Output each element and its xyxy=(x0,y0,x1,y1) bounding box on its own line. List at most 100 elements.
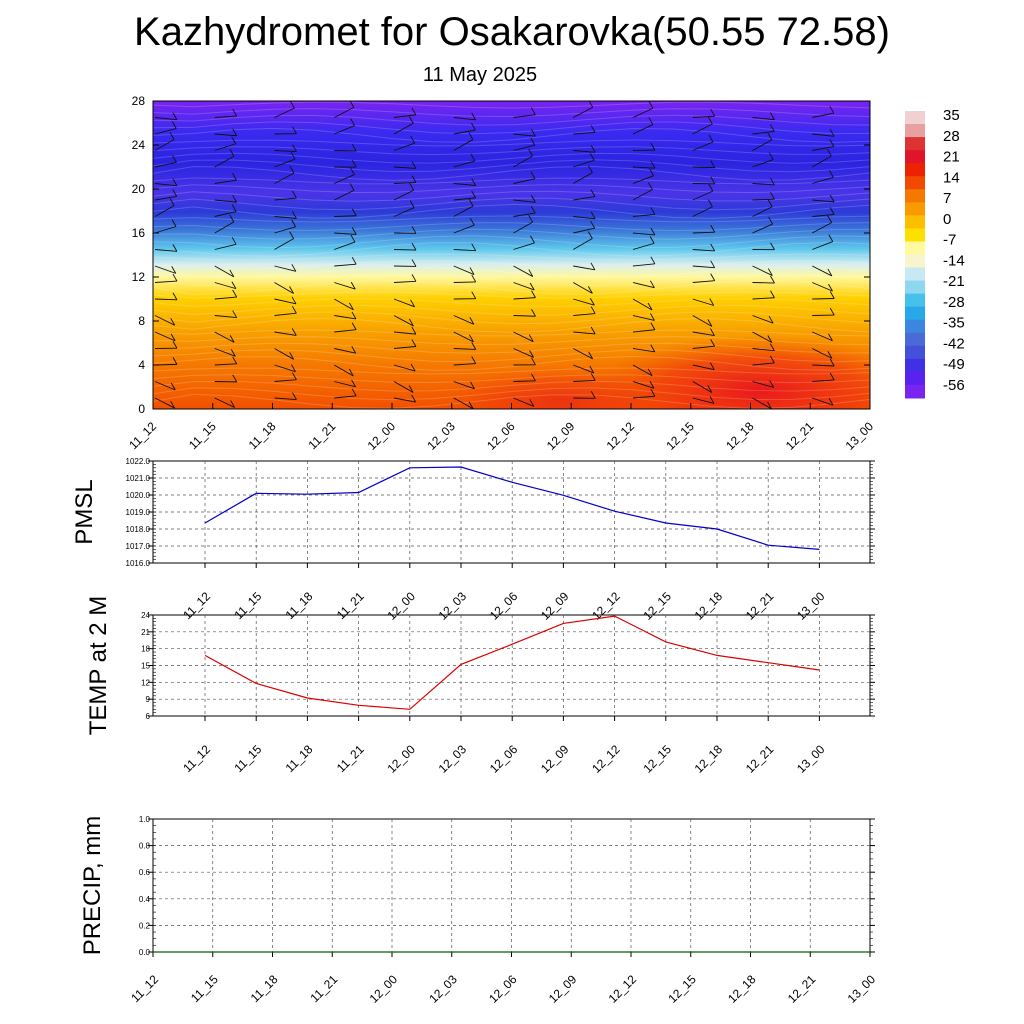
wind-barb-flag xyxy=(172,244,178,252)
wind-barb xyxy=(872,107,891,118)
x-tick-label: 12_21 xyxy=(785,972,819,1006)
wind-barb xyxy=(274,265,296,272)
y-tick-label: 24 xyxy=(141,611,150,620)
wind-barb-flag xyxy=(649,236,655,244)
wind-barb xyxy=(692,298,714,306)
wind-barb-flag xyxy=(471,112,477,121)
wind-barb-flag xyxy=(828,170,834,178)
wind-barb xyxy=(334,348,356,354)
wind-barb xyxy=(692,265,715,269)
wind-barb xyxy=(513,380,536,382)
wind-barb-flag xyxy=(351,143,357,152)
wind-barb-flag xyxy=(469,317,475,325)
wind-barb-flag xyxy=(171,121,177,129)
wind-barb-flag xyxy=(709,298,715,306)
wind-barb-flag xyxy=(291,364,296,372)
wind-barb xyxy=(752,130,775,135)
wind-barb xyxy=(752,139,773,151)
colorbar-swatch xyxy=(905,280,925,295)
colorbar-swatch xyxy=(905,189,925,203)
wind-barb xyxy=(513,265,534,277)
wind-barb-flag xyxy=(468,132,474,140)
wind-barb-flag xyxy=(350,281,356,290)
chart-subtitle: 11 May 2025 xyxy=(422,64,538,86)
wind-barb xyxy=(632,232,655,236)
wind-barb xyxy=(453,381,475,390)
wind-barb-flag xyxy=(648,101,654,109)
wind-barb xyxy=(573,238,593,250)
wind-barb-flag xyxy=(590,211,596,219)
x-tick-label: 11_15 xyxy=(188,972,221,1005)
wind-barb xyxy=(393,122,414,135)
isotherm xyxy=(153,190,870,202)
colorbar-label: 0 xyxy=(943,211,951,228)
wind-barb xyxy=(154,331,176,342)
wind-barb xyxy=(274,238,294,250)
wind-barb-flag xyxy=(469,217,475,226)
wind-barb xyxy=(214,221,235,234)
wind-barb-flag xyxy=(767,335,773,343)
isotherm xyxy=(153,152,870,164)
wind-barb xyxy=(573,298,595,306)
isotherm xyxy=(153,108,870,118)
x-tick-label: 13_00 xyxy=(843,419,877,453)
wind-barb-flag xyxy=(650,322,656,330)
wind-barb xyxy=(632,315,655,321)
colorbar-label: 14 xyxy=(943,169,960,186)
wind-barb xyxy=(573,379,596,382)
wind-barb-flag xyxy=(829,307,835,316)
wind-barb-flag xyxy=(829,194,835,203)
wind-barb-flag xyxy=(590,220,596,229)
wind-barb-flag xyxy=(828,234,834,242)
wind-barb-flag xyxy=(530,107,536,115)
isotherm xyxy=(153,222,870,232)
wind-barb-flag xyxy=(707,319,713,327)
colorbar-swatch xyxy=(905,332,925,347)
y-tick-label: 0.2 xyxy=(139,921,151,930)
wind-barb-flag xyxy=(410,299,415,308)
wind-barb-flag xyxy=(528,148,533,157)
wind-barb-flag xyxy=(290,151,296,160)
wind-barb-flag xyxy=(411,161,417,169)
wind-barb xyxy=(393,114,416,118)
wind-barb-flag xyxy=(587,286,593,294)
colorbar-swatch xyxy=(905,371,925,386)
colorbar-swatch xyxy=(905,384,925,399)
wind-barb xyxy=(692,190,714,201)
wind-barb-flag xyxy=(169,198,175,206)
wind-barb xyxy=(752,331,773,343)
wind-barb-flag xyxy=(887,100,891,107)
wind-barb xyxy=(573,196,596,201)
wind-barb-flag xyxy=(588,351,594,360)
wind-barb xyxy=(393,364,416,372)
wind-barb xyxy=(513,178,536,184)
x-tick-label: 11_18 xyxy=(283,742,316,775)
wind-barb xyxy=(393,397,416,403)
wind-barb xyxy=(752,315,774,324)
y-tick-label: 6 xyxy=(146,712,151,721)
wind-barb xyxy=(453,249,476,252)
wind-barb-flag xyxy=(408,385,414,393)
wind-barb-flag xyxy=(289,286,294,294)
wind-barb-flag xyxy=(289,165,295,174)
wind-barb xyxy=(872,217,894,219)
wind-barb-flag xyxy=(827,351,833,359)
wind-barb xyxy=(214,143,236,151)
x-tick-label: 13_00 xyxy=(794,589,828,623)
isotherm xyxy=(153,279,870,295)
wind-barb-flag xyxy=(229,335,235,343)
wind-barb xyxy=(274,312,297,316)
colorbar: 35 28 21 14 7 0 -7 -14 -21 -28 -35 -42 -49 -56 xyxy=(905,107,965,399)
wind-barb-flag xyxy=(411,259,417,267)
wind-barb xyxy=(752,381,774,388)
y-tick-label: 1018.0 xyxy=(126,525,151,534)
wind-barb-flag xyxy=(531,290,536,298)
wind-barb-flag xyxy=(169,132,175,140)
wind-barb-flag xyxy=(649,381,655,389)
wind-barb xyxy=(872,299,893,307)
wind-barb-flag xyxy=(829,372,835,381)
wind-barb-flag xyxy=(647,182,653,190)
wind-barb-flag xyxy=(648,117,654,125)
isotherm xyxy=(153,317,870,333)
wind-barb xyxy=(632,263,655,267)
